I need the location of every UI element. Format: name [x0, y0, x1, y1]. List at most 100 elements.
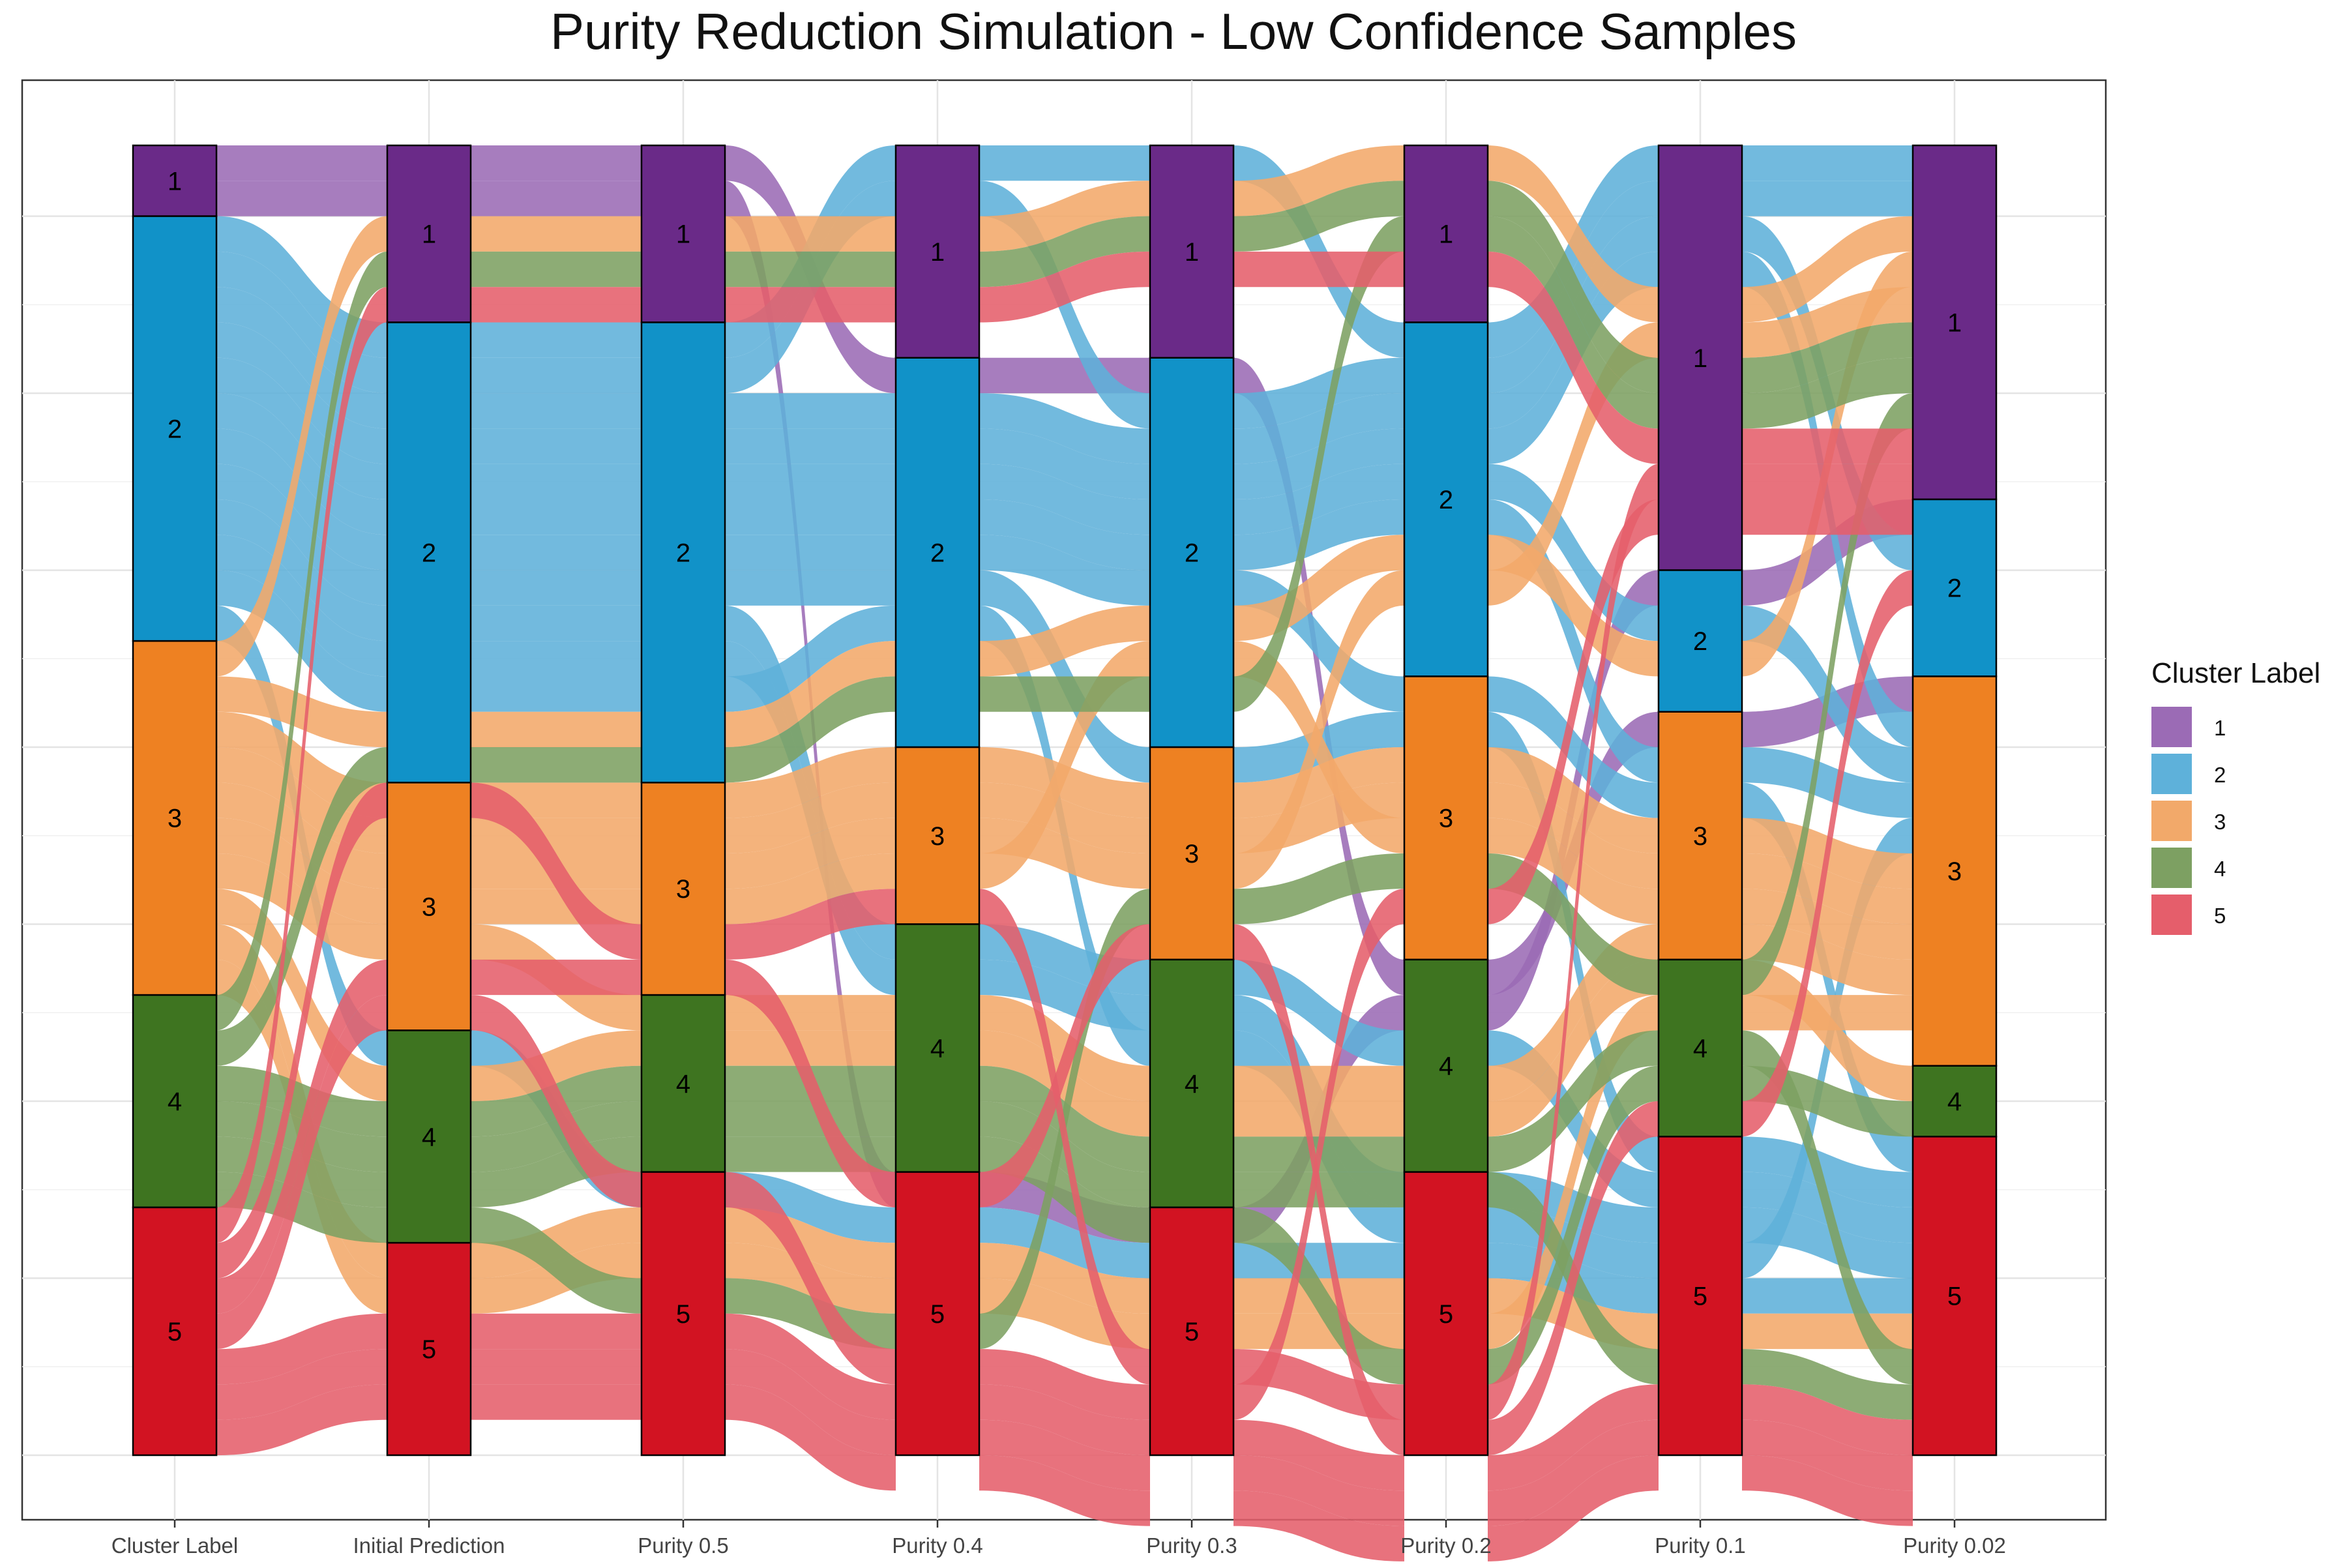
flow-band-group-5: [216, 995, 387, 1350]
flow-band-group-2: [979, 499, 1150, 570]
stratum-2: [1912, 498, 1998, 677]
flow-band-group-5: [725, 1313, 896, 1420]
flow-band-group-2: [216, 322, 387, 464]
stratum-label: 2: [1947, 574, 1962, 603]
flow-band-group-5: [1233, 1419, 1404, 1491]
flow-band-group-4: [1233, 1207, 1404, 1385]
flow-band-group-5: [471, 959, 642, 996]
flow-band-group-5: [471, 995, 642, 1207]
x-tick-label: Cluster Label: [111, 1533, 238, 1558]
stratum-4: [132, 994, 218, 1209]
stratum-1: [1912, 144, 1998, 501]
stratum-label: 5: [930, 1300, 945, 1329]
flow-band-group-3: [725, 853, 896, 925]
flow-band-group-4: [471, 747, 642, 783]
flow-band-group-4: [979, 676, 1150, 712]
flow-band-group-4: [1742, 322, 1913, 394]
stratum-label: 2: [1439, 486, 1453, 514]
flow-band-group-3: [1742, 995, 1913, 1031]
stratum-label: 3: [930, 822, 945, 851]
stratum-3: [1149, 746, 1235, 961]
flow-band-group-5: [725, 287, 896, 323]
x-tick-label: Purity 0.2: [1400, 1533, 1491, 1558]
flow-band-group-4: [216, 251, 387, 1031]
legend-title: Cluster Label: [2151, 657, 2320, 689]
flow-band-group-3: [979, 641, 1150, 889]
stratum-label: 5: [1185, 1318, 1199, 1346]
flow-band-group-5: [979, 889, 1150, 1385]
flow-band-group-3: [1233, 1313, 1404, 1350]
stratum-5: [1403, 1171, 1489, 1457]
stratum-1: [894, 144, 981, 359]
flow-band-group-2: [979, 1207, 1150, 1279]
flow-band-group-2: [725, 464, 896, 499]
flow-band-group-2: [1742, 1278, 1913, 1314]
stratum-label: 4: [676, 1070, 690, 1099]
stratum-label: 1: [1439, 220, 1453, 249]
flow-band-group-3: [216, 676, 387, 748]
legend-label: 3: [2214, 810, 2226, 834]
flow-band-group-2: [725, 570, 896, 606]
flow-band-group-5: [979, 1455, 1150, 1526]
flow-band-group-4: [1488, 1065, 1659, 1385]
flow-band-group-5: [216, 1349, 387, 1420]
flow-band-group-3: [1233, 535, 1404, 642]
flow-band-group-3: [725, 216, 896, 252]
flow-band-group-3: [216, 818, 387, 925]
stratum-label: 2: [930, 539, 945, 567]
flow-band-group-5: [471, 782, 642, 960]
flow-band-group-2: [725, 1172, 896, 1243]
stratum-label: 3: [422, 893, 436, 921]
stratum-3: [640, 782, 726, 996]
flow-band-group-4: [725, 251, 896, 288]
flow-band-group-3: [725, 641, 896, 748]
flow-band-group-3: [979, 782, 1150, 853]
stratum-label: 4: [1439, 1052, 1453, 1081]
stratum-4: [1912, 1065, 1998, 1138]
flow-band-group-2: [216, 499, 387, 642]
flow-band-group-5: [725, 1172, 896, 1385]
flow-band-group-2: [979, 535, 1150, 606]
flow-band-group-4: [1488, 216, 1659, 429]
flow-band-group-4: [1742, 1065, 1913, 1137]
flow-band-group-5: [1488, 1455, 1659, 1561]
stratum-1: [1403, 144, 1489, 323]
flow-band-group-2: [1233, 1243, 1404, 1279]
stratum-label: 2: [422, 539, 436, 567]
flow-band-group-2: [471, 605, 642, 642]
stratum-label: 3: [168, 805, 182, 833]
flow-band-group-4: [216, 1065, 387, 1137]
flow-band-group-4: [1742, 357, 1913, 429]
stratum-label: 4: [1185, 1070, 1199, 1099]
flow-band-group-4: [1233, 181, 1404, 252]
flow-band-group-5: [1233, 924, 1404, 1455]
stratum-2: [1149, 357, 1235, 748]
flow-band-group-1: [216, 181, 387, 216]
flow-band-group-5: [216, 1384, 387, 1455]
flow-band-group-3: [979, 181, 1150, 252]
flow-band-group-3: [1488, 747, 1659, 853]
flow-band-group-1: [471, 145, 642, 181]
flow-band-group-5: [216, 959, 387, 1314]
legend-key-4: [2151, 848, 2192, 888]
flow-band-group-5: [1233, 1455, 1404, 1526]
flow-band-group-5: [471, 287, 642, 323]
flow-band-group-3: [216, 216, 387, 677]
stratum-label: 2: [676, 539, 690, 567]
flow-band-group-4: [216, 747, 387, 1066]
stratum-label: 4: [1693, 1035, 1707, 1063]
flow-band-group-3: [471, 711, 642, 748]
flow-band-group-4: [979, 216, 1150, 288]
flow-band-group-4: [216, 1172, 387, 1243]
flow-band-group-2: [1742, 181, 1913, 216]
stratum-5: [640, 1171, 726, 1457]
flow-band-group-5: [1488, 499, 1659, 925]
flow-band-group-3: [1488, 145, 1659, 323]
flow-band-group-2: [725, 605, 896, 712]
flow-band-group-3: [1488, 959, 1659, 1137]
flow-band-group-2: [216, 535, 387, 677]
stratum-5: [386, 1241, 472, 1457]
flow-band-group-5: [1742, 1455, 1913, 1526]
